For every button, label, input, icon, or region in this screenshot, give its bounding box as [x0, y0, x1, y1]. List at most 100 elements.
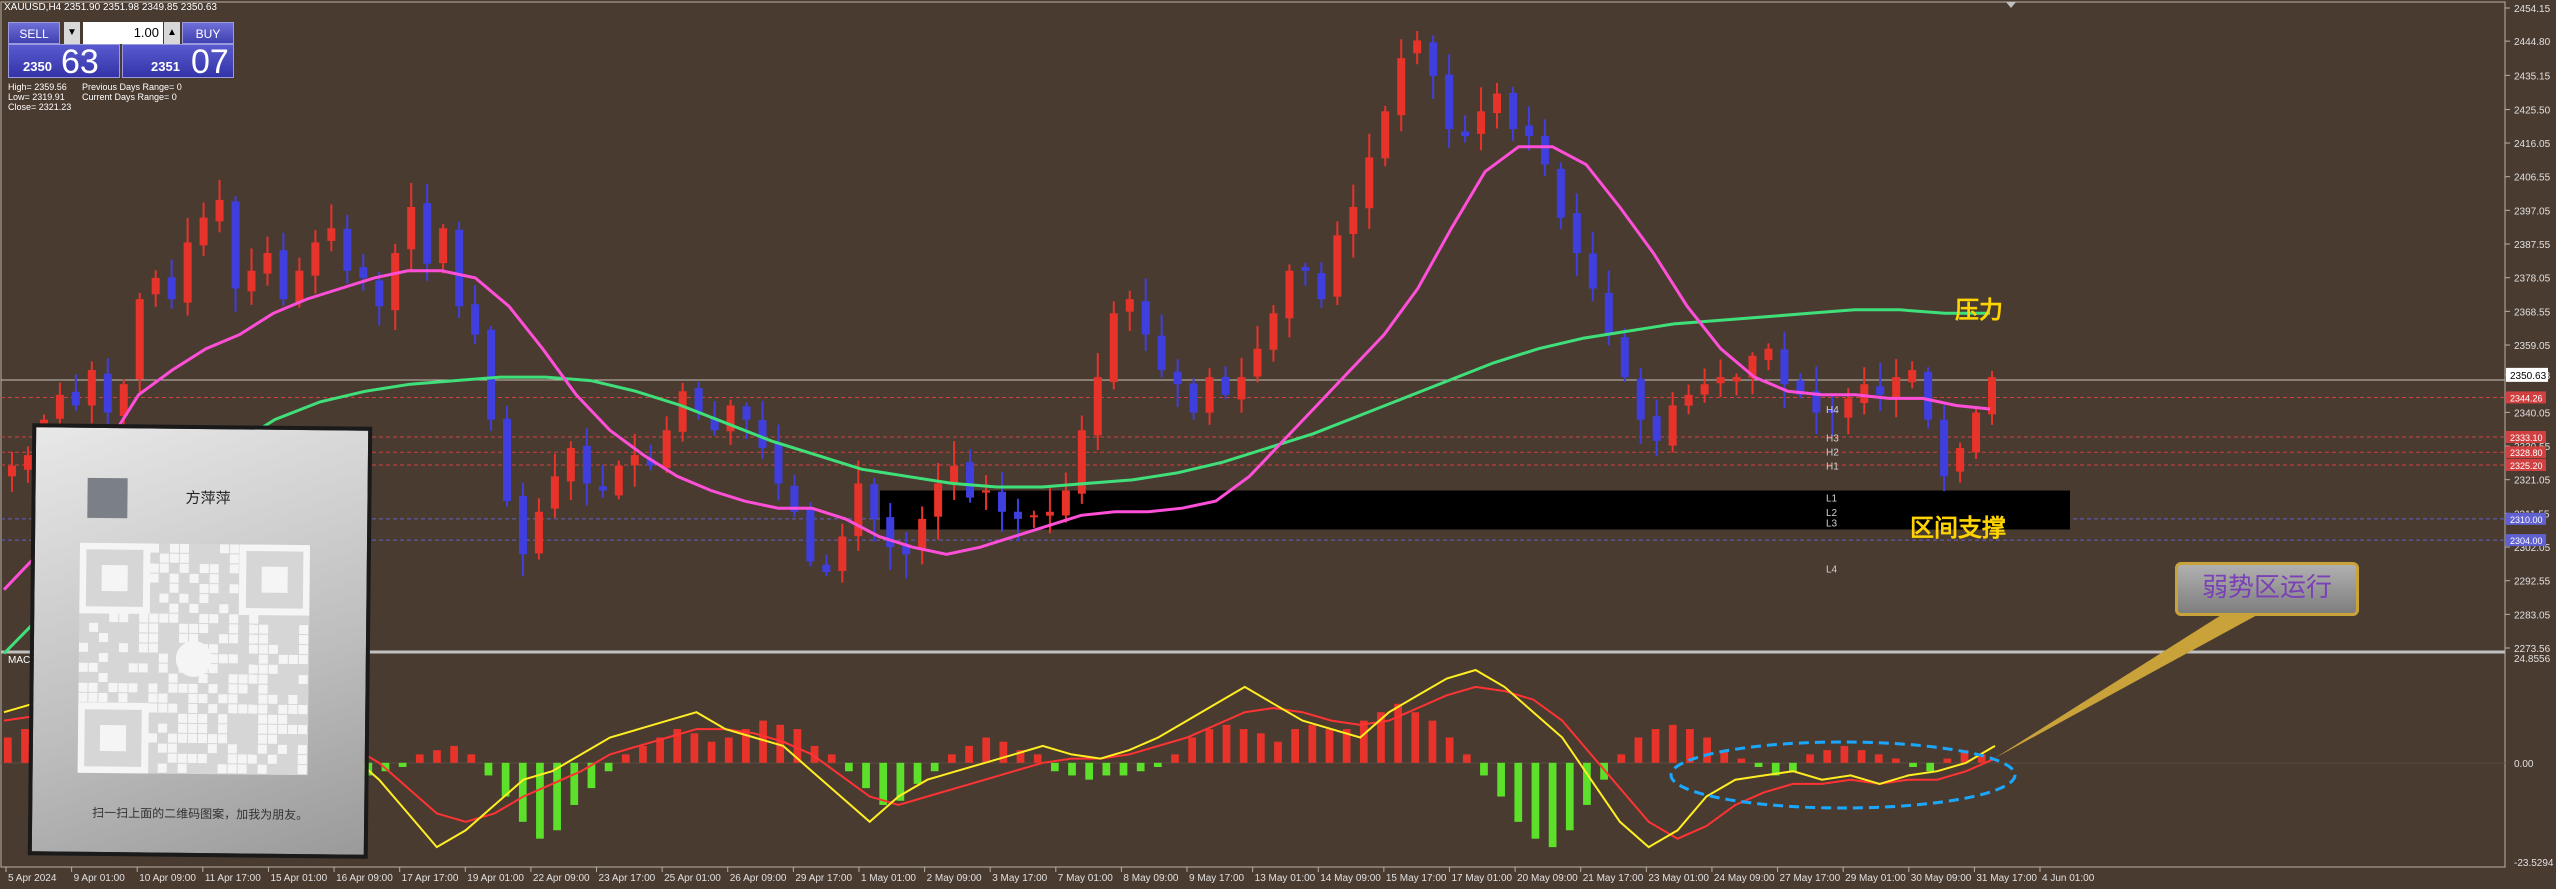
macd-bar	[1892, 758, 1900, 763]
sell-button[interactable]: SELL	[8, 22, 60, 44]
qr-module	[78, 682, 88, 692]
qr-module	[168, 673, 178, 683]
lot-decrease-arrow-icon[interactable]: ▼	[64, 22, 80, 44]
macd-bar	[982, 737, 991, 763]
candle-body	[135, 299, 144, 380]
qr-module	[178, 713, 188, 723]
macd-bar	[1377, 712, 1385, 763]
ma-slow-line	[2, 308, 1990, 655]
x-tick-label: 22 Apr 09:00	[533, 873, 590, 884]
candle-body	[870, 484, 879, 519]
qr-module	[177, 753, 187, 763]
shift-marker[interactable]	[2006, 2, 2016, 8]
y-tick-label: 2359.05	[2514, 341, 2551, 352]
macd-bar	[896, 762, 905, 801]
qr-module	[297, 745, 307, 755]
qr-module	[268, 714, 278, 724]
callout-pointer	[1995, 600, 2270, 758]
macd-bar	[1119, 762, 1128, 776]
qr-module	[159, 563, 169, 573]
qr-module	[88, 682, 98, 692]
qr-module	[148, 633, 159, 643]
price-tag-label: 2325.20	[2510, 461, 2543, 471]
qr-module	[197, 733, 208, 744]
qr-module	[209, 574, 219, 584]
sell-price-small: 2350	[23, 59, 52, 74]
qr-card-photo: 方萍萍 扫一扫上面的二维码图案，加我为朋友。	[27, 423, 373, 859]
candle-body	[918, 518, 927, 551]
macd-bar	[1033, 754, 1042, 763]
x-tick-label: 19 Apr 01:00	[467, 873, 524, 884]
candle-body	[1381, 111, 1390, 159]
buy-price-box[interactable]: 2351 07	[122, 43, 234, 81]
price-tag-label: 2310.00	[2510, 515, 2543, 525]
qr-module	[298, 675, 308, 685]
qr-module	[188, 713, 198, 723]
qr-module	[189, 603, 199, 613]
qr-module	[288, 724, 298, 735]
macd-bar	[948, 754, 956, 763]
candle-body	[295, 270, 304, 303]
qr-module	[207, 744, 217, 754]
x-tick-label: 7 May 01:00	[1058, 873, 1113, 884]
macd-bar	[1102, 762, 1111, 776]
qr-module	[198, 693, 208, 704]
qr-module	[198, 723, 208, 734]
macd-bar	[1668, 724, 1677, 763]
macd-bar	[1960, 750, 1969, 763]
macd-bar	[1857, 750, 1866, 763]
x-tick-label: 2 May 09:00	[927, 873, 982, 884]
y-tick-label: 2368.55	[2514, 307, 2551, 318]
macd-bar	[930, 762, 939, 772]
candle-body	[982, 490, 991, 493]
x-tick-label: 21 May 17:00	[1583, 873, 1644, 884]
macd-bar	[398, 762, 407, 768]
chart-frame	[0, 1, 2506, 868]
candle-body	[1301, 267, 1310, 271]
macd-bar	[433, 750, 441, 763]
stat-close: Close= 2321.23	[8, 102, 72, 112]
qr-module	[148, 703, 158, 713]
candle-body	[455, 229, 464, 307]
stat-low: Low= 2319.91	[8, 92, 65, 102]
candle-body	[1061, 490, 1070, 516]
qr-module	[228, 634, 239, 644]
qr-module	[227, 764, 237, 774]
candle-body	[1668, 405, 1677, 446]
macd-tick-label: 0.00	[2514, 759, 2534, 770]
level-label-l3: L3	[1826, 518, 1838, 529]
buy-price-small: 2351	[151, 59, 180, 74]
qr-module	[268, 724, 278, 734]
qr-module	[189, 623, 199, 633]
qr-module	[158, 723, 168, 733]
qr-module	[238, 674, 248, 684]
buy-button[interactable]: BUY	[182, 22, 234, 44]
qr-module	[157, 763, 167, 773]
price-tag	[2506, 458, 2546, 471]
qr-module	[169, 573, 179, 583]
lot-size-input[interactable]: 1.00	[83, 22, 163, 44]
macd-tick-label: -23.5294	[2514, 858, 2554, 869]
macd-bar	[1514, 762, 1523, 822]
x-tick-label: 5 Apr 2024	[8, 873, 57, 884]
candle-body	[630, 455, 639, 466]
candle-body	[1764, 348, 1773, 361]
macd-bar	[1771, 762, 1780, 776]
level-label-l2: L2	[1826, 508, 1838, 519]
candle-body	[998, 491, 1006, 512]
y-tick-label: 2302.05	[2514, 543, 2551, 554]
macd-bar	[1497, 762, 1505, 797]
candle-body	[391, 253, 400, 311]
qr-module	[248, 704, 258, 714]
macd-bar	[776, 724, 785, 763]
macd-bar	[999, 741, 1008, 763]
qr-module	[228, 684, 238, 694]
qr-module	[188, 693, 198, 703]
sell-price-box[interactable]: 2350 63	[8, 43, 120, 81]
x-tick-label: 4 Jun 01:00	[2042, 873, 2095, 884]
candle-body	[1924, 371, 1933, 420]
candle-body	[790, 485, 799, 512]
qr-caption: 扫一扫上面的二维码图案，加我为朋友。	[92, 805, 309, 823]
lot-increase-arrow-icon[interactable]: ▲	[164, 22, 180, 44]
